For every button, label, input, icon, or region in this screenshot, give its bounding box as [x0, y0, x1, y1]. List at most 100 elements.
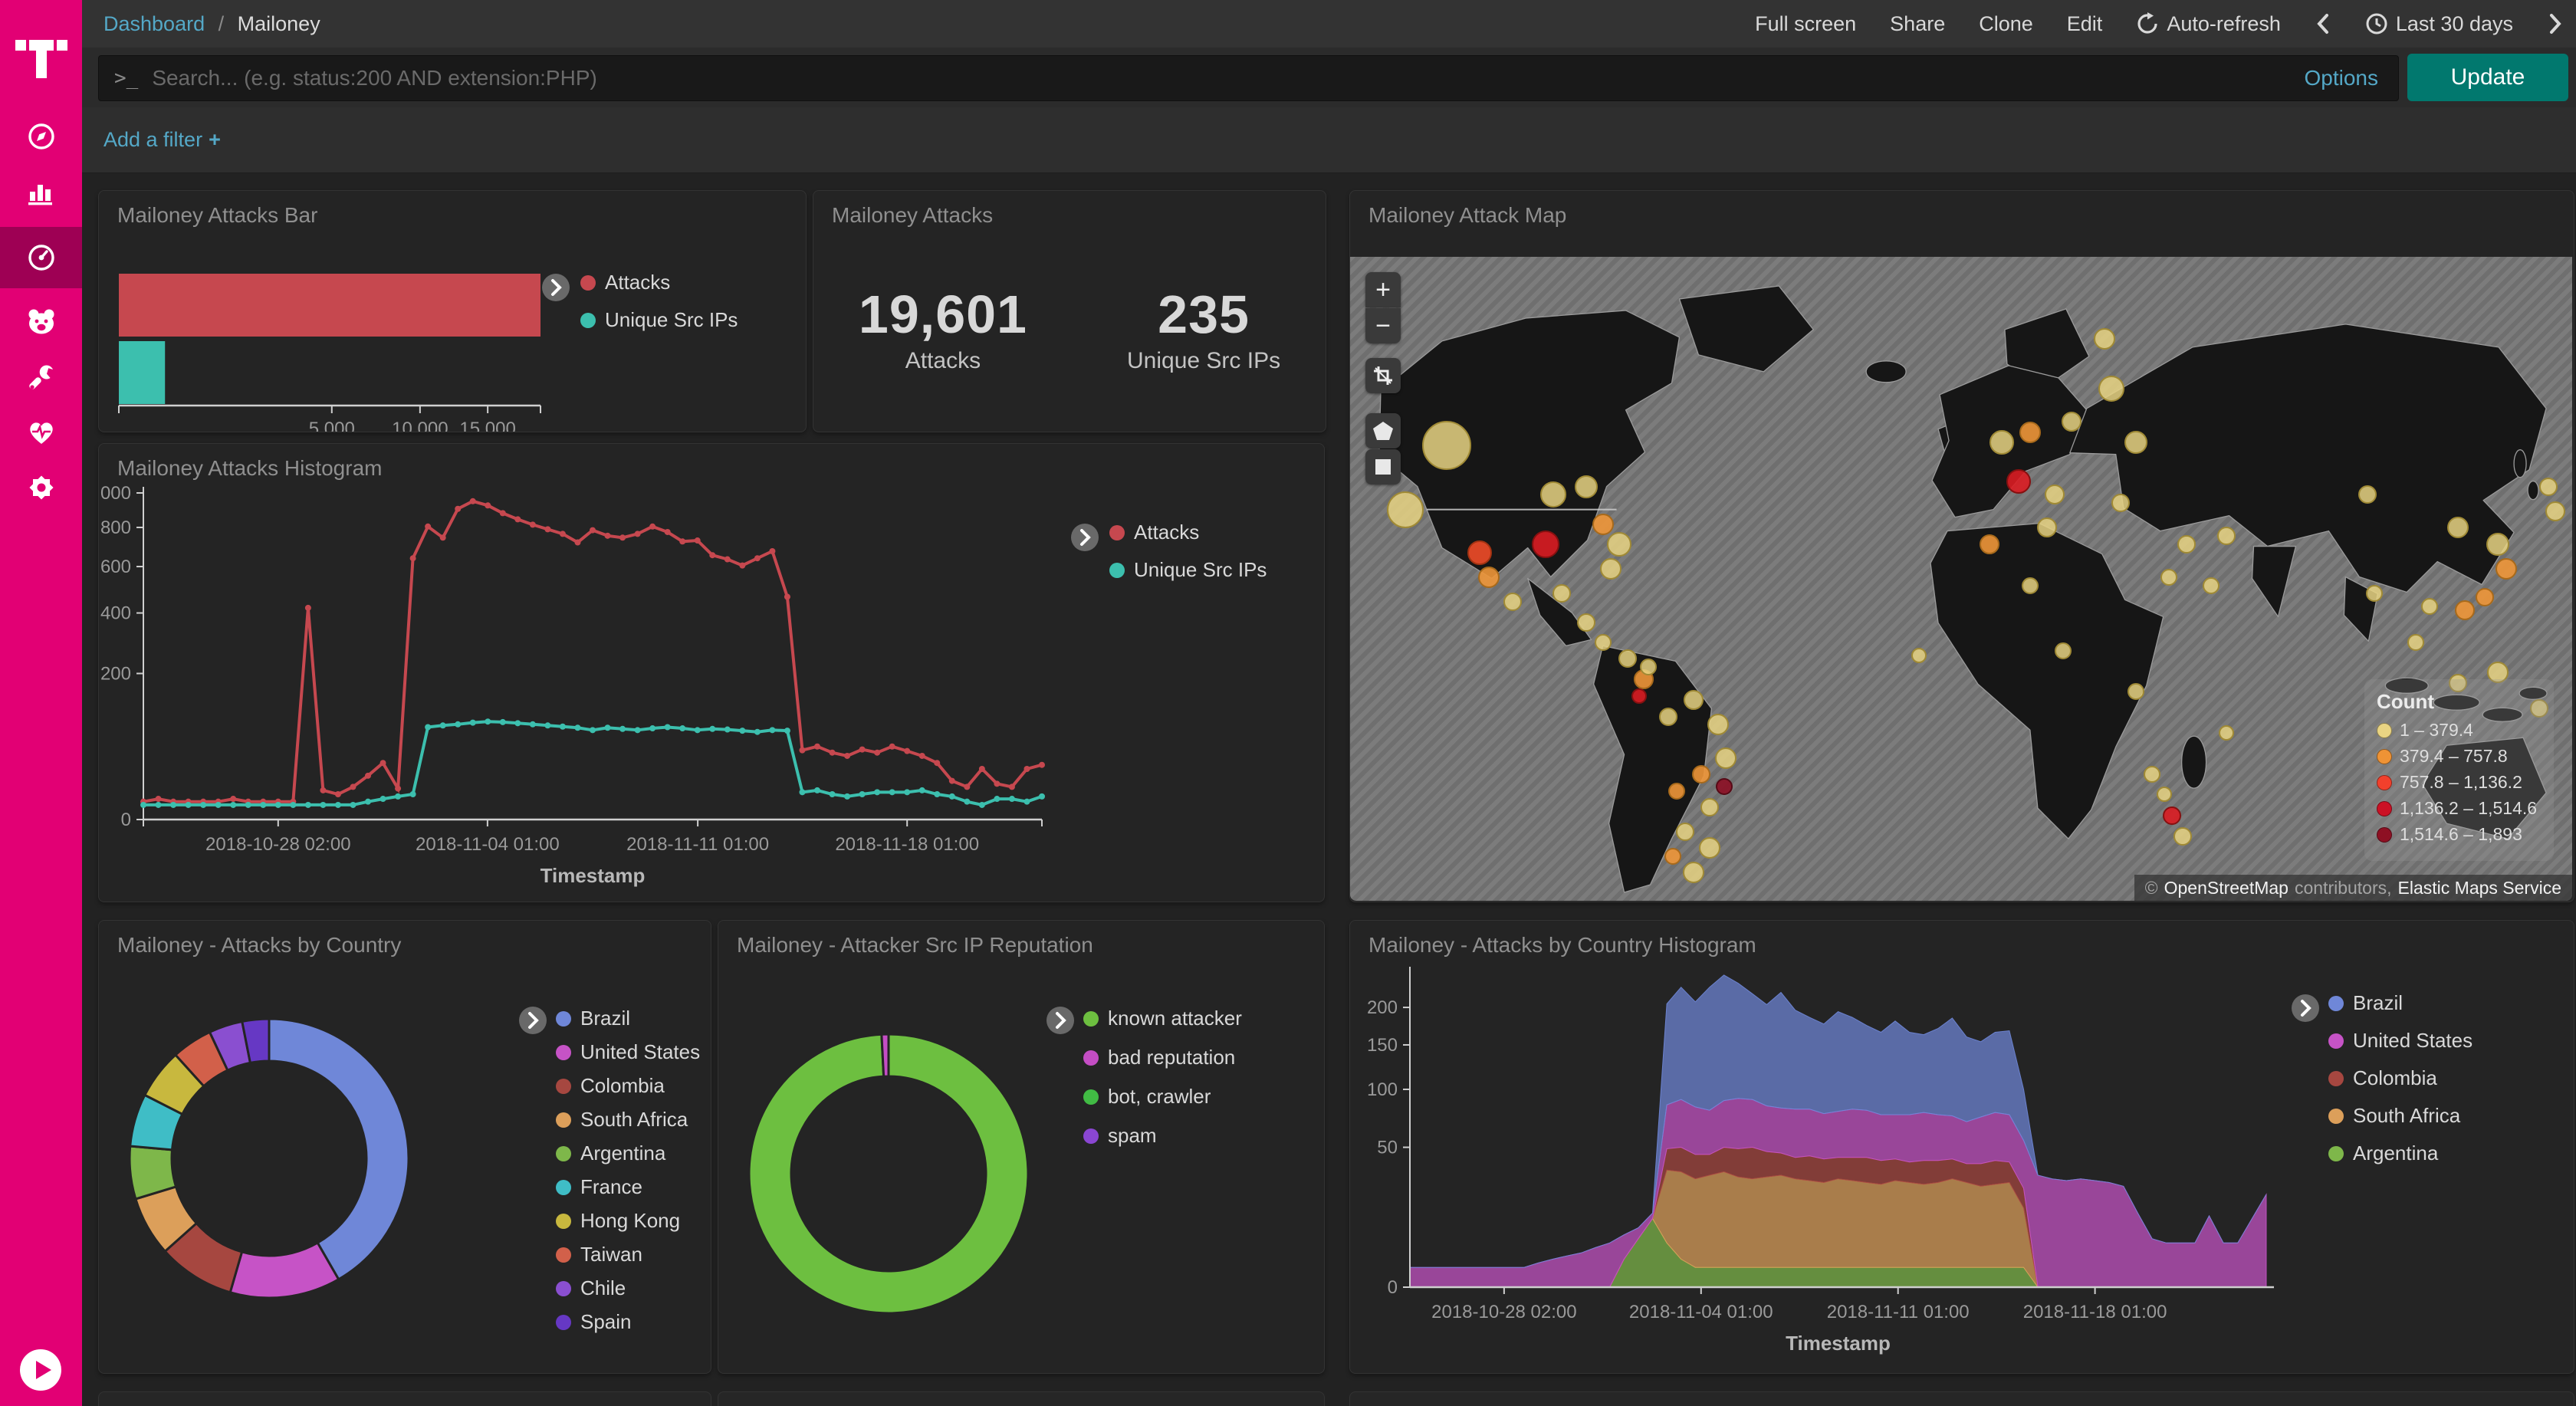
- legend-expand-button[interactable]: [2292, 994, 2319, 1022]
- attack-bubble[interactable]: [2021, 577, 2039, 594]
- attack-bubble[interactable]: [2538, 478, 2558, 497]
- full-screen-button[interactable]: Full screen: [1755, 11, 1857, 35]
- osm-link[interactable]: OpenStreetMap: [2164, 877, 2288, 898]
- sidebar-item-management[interactable]: [0, 460, 82, 515]
- attack-bubble[interactable]: [2446, 517, 2469, 539]
- map-zoom-out-button[interactable]: −: [1365, 308, 1401, 343]
- attack-bubble[interactable]: [1980, 534, 2000, 554]
- edit-button[interactable]: Edit: [2066, 11, 2103, 35]
- attack-bubble[interactable]: [1684, 690, 1704, 711]
- attack-bubble[interactable]: [1707, 714, 1730, 736]
- reputation-legend-item[interactable]: bot, crawler: [1083, 1085, 1242, 1109]
- country-legend-item[interactable]: Argentina: [556, 1142, 700, 1165]
- attacks-histogram-chart[interactable]: 0 200 400 600 800 1,000 2018-10-28 02:00 2018-1…: [99, 444, 1088, 900]
- attack-bubble[interactable]: [1467, 540, 1493, 565]
- country-legend-item[interactable]: France: [556, 1175, 700, 1199]
- reputation-legend-item[interactable]: spam: [1083, 1124, 1242, 1148]
- map-fit-bounds-button[interactable]: [1365, 358, 1401, 393]
- clone-button[interactable]: Clone: [1979, 11, 2033, 35]
- sidebar-item-discover[interactable]: [0, 109, 82, 164]
- country-histogram-legend-item[interactable]: Colombia: [2328, 1066, 2472, 1090]
- attack-bubble[interactable]: [1540, 481, 1566, 508]
- telekom-logo[interactable]: [0, 6, 82, 98]
- attack-bubble[interactable]: [2044, 485, 2065, 505]
- bar-legend-item[interactable]: Attacks: [580, 271, 738, 294]
- attack-bubble[interactable]: [2486, 532, 2510, 556]
- attacks-by-country-donut[interactable]: [107, 1001, 452, 1339]
- attack-bubble[interactable]: [2177, 534, 2196, 554]
- country-legend-item[interactable]: Taiwan: [556, 1243, 700, 1266]
- map-zoom-in-button[interactable]: +: [1365, 272, 1401, 307]
- search-options-link[interactable]: Options: [2304, 66, 2379, 90]
- attack-bubble[interactable]: [2061, 411, 2082, 432]
- histogram-legend-item[interactable]: Attacks: [1109, 521, 1267, 544]
- attack-bubble[interactable]: [1691, 764, 1710, 783]
- attack-bubble[interactable]: [2173, 827, 2192, 846]
- update-button[interactable]: Update: [2407, 54, 2568, 101]
- attack-bubble[interactable]: [1676, 822, 1695, 841]
- attack-bubble[interactable]: [2530, 699, 2549, 718]
- legend-expand-button[interactable]: [1046, 1007, 1074, 1034]
- attack-bubble[interactable]: [1503, 592, 1523, 611]
- attack-bubble[interactable]: [1668, 782, 1685, 800]
- attack-bubble[interactable]: [2202, 577, 2220, 594]
- attack-bubble[interactable]: [2496, 557, 2518, 580]
- add-filter-link[interactable]: Add a filter +: [104, 128, 221, 151]
- time-range-picker[interactable]: Last 30 days: [2365, 12, 2513, 36]
- attack-bubble[interactable]: [2036, 517, 2057, 538]
- breadcrumb-dashboard[interactable]: Dashboard: [104, 11, 205, 35]
- legend-expand-button[interactable]: [519, 1007, 547, 1034]
- attack-bubble[interactable]: [2006, 469, 2032, 494]
- country-legend-item[interactable]: South Africa: [556, 1108, 700, 1132]
- attack-bubble[interactable]: [1658, 708, 1677, 727]
- attack-bubble[interactable]: [2219, 725, 2235, 741]
- map-draw-rectangle-button[interactable]: [1365, 449, 1401, 485]
- bar-Attacks[interactable]: [119, 274, 540, 337]
- time-back-button[interactable]: [2315, 12, 2331, 35]
- attack-bubble[interactable]: [2475, 587, 2494, 606]
- slice-Brazil[interactable]: [268, 1017, 410, 1281]
- bar-legend-item[interactable]: Unique Src IPs: [580, 308, 738, 332]
- sidebar-item-apm[interactable]: [0, 294, 82, 350]
- country-histogram-chart[interactable]: 0 50 100 150 200 2018-10-28 02:00 2018-11-04 0…: [1350, 921, 2308, 1372]
- attack-bubble[interactable]: [1911, 648, 1927, 664]
- sidebar-collapse-toggle[interactable]: [18, 1348, 63, 1392]
- attack-bubble[interactable]: [2144, 765, 2161, 783]
- country-legend-item[interactable]: Brazil: [556, 1007, 700, 1030]
- attack-bubble[interactable]: [2054, 642, 2072, 660]
- attacks-bar-chart[interactable]: 5,000 10,000 15,000: [108, 268, 798, 432]
- country-legend-item[interactable]: United States: [556, 1040, 700, 1064]
- attack-bubble[interactable]: [1477, 566, 1500, 588]
- country-legend-item[interactable]: Colombia: [556, 1074, 700, 1098]
- attack-bubble[interactable]: [2420, 598, 2438, 616]
- sidebar-item-dashboard[interactable]: [0, 227, 82, 288]
- attack-bubble[interactable]: [2093, 328, 2115, 350]
- attack-bubble[interactable]: [1664, 848, 1682, 866]
- attack-bubble[interactable]: [2162, 806, 2181, 825]
- search-input[interactable]: [150, 65, 2305, 91]
- attack-bubble[interactable]: [1640, 659, 1658, 676]
- legend-expand-button[interactable]: [542, 274, 570, 301]
- country-histogram-legend-item[interactable]: Brazil: [2328, 991, 2472, 1015]
- reputation-legend-item[interactable]: known attacker: [1083, 1007, 1242, 1030]
- attack-bubble[interactable]: [2019, 421, 2041, 443]
- attack-bubble[interactable]: [1990, 430, 2014, 455]
- attack-bubble[interactable]: [1631, 688, 1647, 705]
- attack-bubble[interactable]: [1618, 649, 1638, 669]
- attack-bubble[interactable]: [1575, 475, 1598, 499]
- attack-bubble[interactable]: [2217, 527, 2236, 546]
- time-forward-button[interactable]: [2547, 12, 2564, 35]
- attack-bubble[interactable]: [1700, 797, 1720, 816]
- slice-bad reputation[interactable]: [880, 1033, 890, 1078]
- country-legend-item[interactable]: Chile: [556, 1276, 700, 1300]
- slice-known attacker[interactable]: [748, 1033, 1030, 1315]
- auto-refresh-button[interactable]: Auto-refresh: [2136, 12, 2281, 36]
- attack-bubble[interactable]: [2128, 683, 2145, 701]
- attack-bubble[interactable]: [1422, 420, 1472, 470]
- country-legend-item[interactable]: Hong Kong: [556, 1209, 700, 1233]
- share-button[interactable]: Share: [1890, 11, 1946, 35]
- attack-bubble[interactable]: [2098, 375, 2125, 402]
- sidebar-item-monitoring[interactable]: [0, 405, 82, 460]
- attack-bubble[interactable]: [2448, 674, 2467, 693]
- attack-bubble[interactable]: [1607, 531, 1632, 557]
